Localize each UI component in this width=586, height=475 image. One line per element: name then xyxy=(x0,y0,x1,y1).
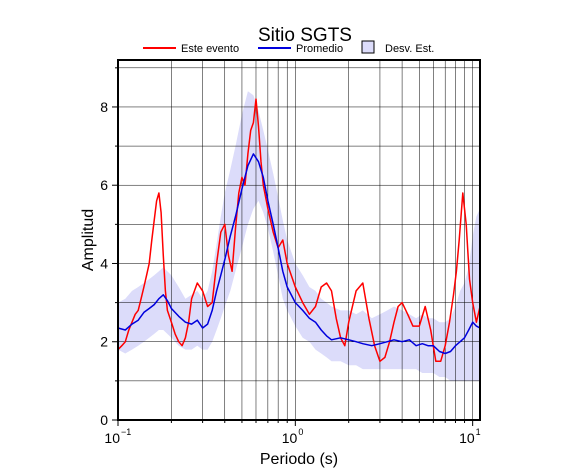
x-tick-label: 10 xyxy=(459,430,475,446)
y-tick-label: 0 xyxy=(100,412,108,428)
legend-label-este-evento: Este evento xyxy=(181,43,239,55)
y-axis-label: Amplitud xyxy=(80,209,97,271)
x-axis-label: Periodo (s) xyxy=(260,451,338,468)
chart-title: Sitio SGTS xyxy=(258,25,352,46)
legend-label-promedio: Promedio xyxy=(296,43,343,55)
legend: Este evento Promedio Desv. Est. xyxy=(143,40,434,55)
plot-frame xyxy=(117,59,481,421)
std-band xyxy=(118,91,480,381)
y-tick-label: 2 xyxy=(100,334,108,350)
series-line-promedio xyxy=(117,153,481,355)
x-tick-exponent: 0 xyxy=(298,427,303,437)
legend-label-desv-est: Desv. Est. xyxy=(385,43,434,55)
legend-swatch-desv-est xyxy=(361,40,375,54)
y-tick-label: 4 xyxy=(100,255,108,271)
x-tick-exponent: −1 xyxy=(121,427,131,437)
x-tick-label: 10 xyxy=(282,430,298,446)
y-tick-label: 6 xyxy=(100,177,108,193)
plot-area xyxy=(117,60,481,420)
x-tick-label: 10 xyxy=(104,430,120,446)
y-tick-label: 8 xyxy=(100,99,108,115)
x-tick-exponent: 1 xyxy=(476,427,481,437)
